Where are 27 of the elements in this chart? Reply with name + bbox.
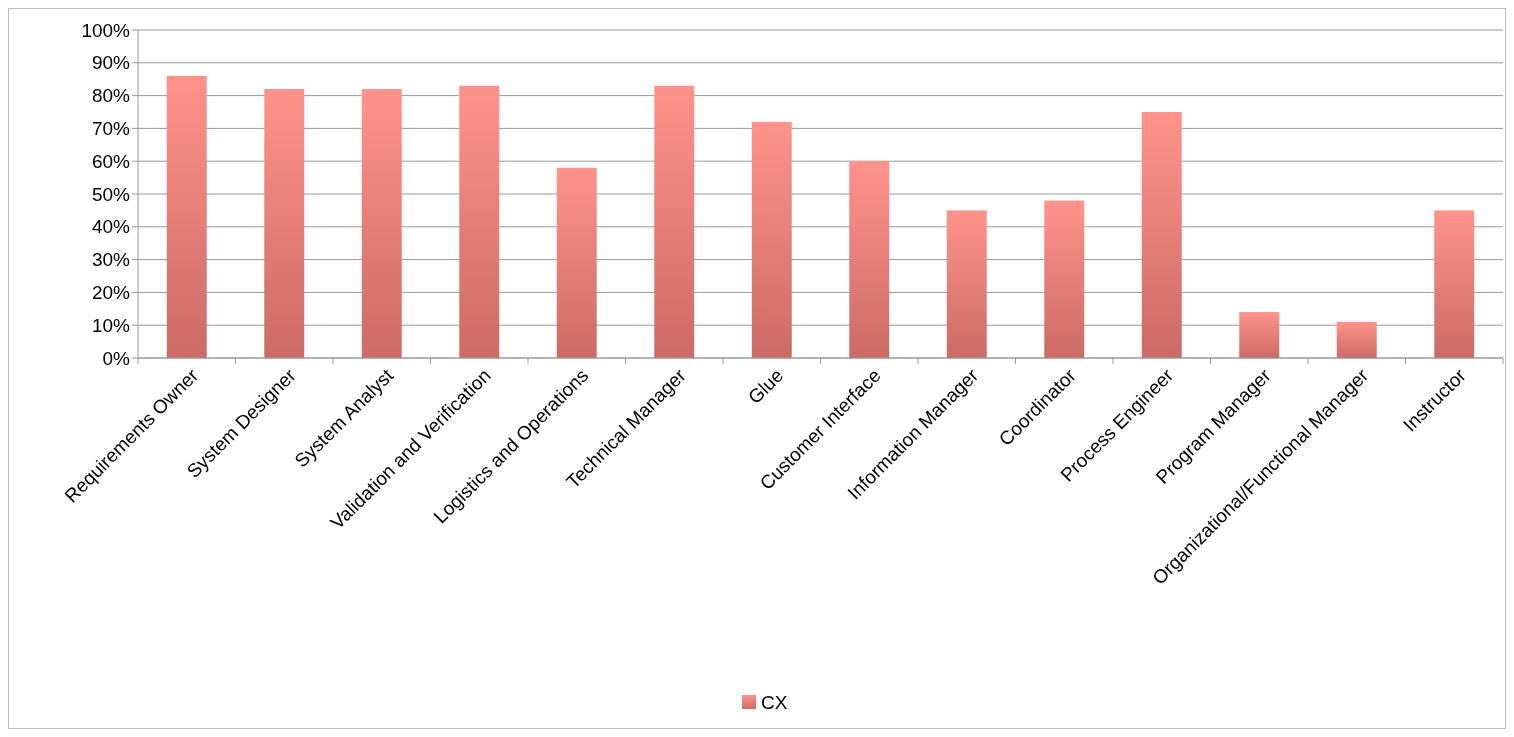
y-tick-label: 10% [91,314,131,336]
bar [654,85,695,358]
y-tick-label: 70% [91,118,131,140]
bar [946,210,987,358]
y-tick-label: 90% [91,52,131,74]
bar [1434,210,1475,358]
y-tick-label: 20% [91,282,131,304]
bar [166,75,207,358]
y-tick-label: 0% [102,347,131,369]
bar [849,161,890,358]
bar [459,85,500,358]
bar [1239,312,1280,358]
y-tick-label: 30% [91,249,131,271]
y-tick-label: 40% [91,216,131,238]
y-tick-label: 50% [91,183,131,205]
legend-label: CX [761,691,788,713]
bar [1141,112,1182,358]
bar [264,89,305,358]
y-tick-label: 100% [81,19,131,41]
y-tick-label: 60% [91,150,131,172]
bar [1336,321,1377,358]
bar [751,121,792,358]
bar [1044,200,1085,358]
bar [556,167,597,358]
bar [361,89,402,358]
y-tick-label: 80% [91,85,131,107]
x-tick-label: Glue [744,364,788,408]
